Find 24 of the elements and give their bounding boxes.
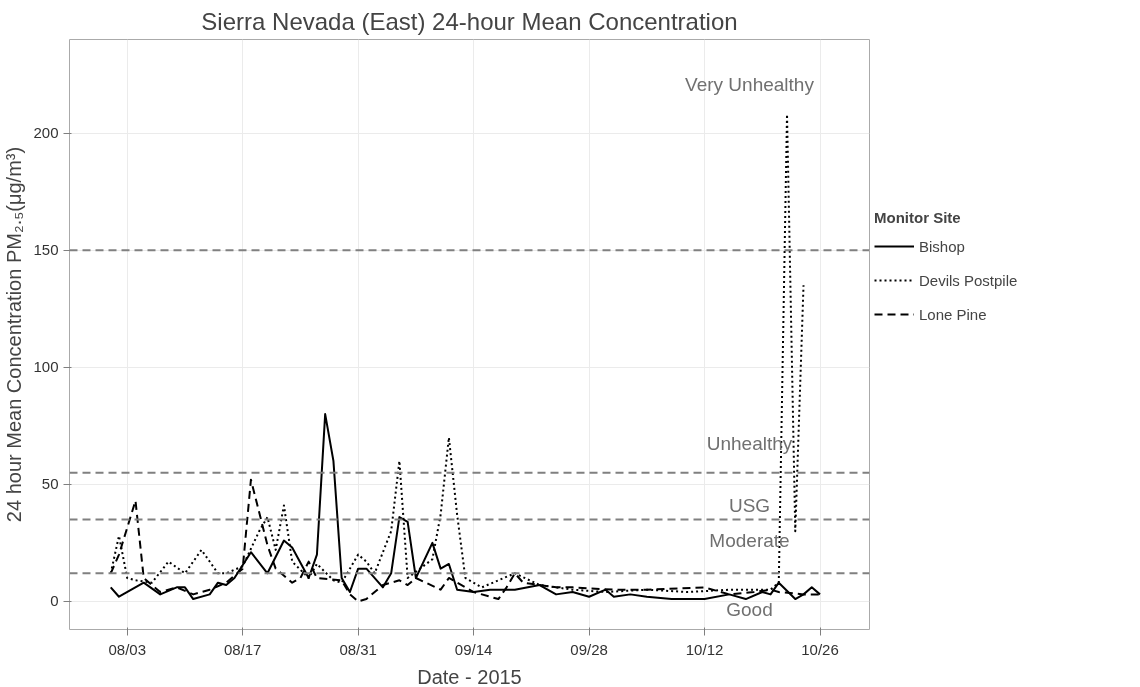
annotation: Unhealthy [706,433,793,454]
chart-title: Sierra Nevada (East) 24-hour Mean Concentration [201,7,738,35]
y-tick-label: 150 [33,241,59,259]
x-tick-label: 08/03 [108,640,147,658]
y-axis-title: 24 hour Mean Concentration PM₂.₅(μg/m³) [3,146,26,523]
x-axis-title: Date - 2015 [417,665,522,687]
x-tick-label: 10/12 [685,640,724,658]
y-tick-label: 50 [41,475,59,493]
y-tick-label: 100 [33,358,59,376]
x-tick-label: 10/26 [801,640,839,658]
legend-label: Lone Pine [919,305,987,323]
annotation: Good [726,599,773,620]
legend-label: Devils Postpile [919,271,1018,289]
legend-label: Bishop [919,237,965,255]
x-tick-label: 08/31 [339,640,377,658]
annotation: Very Unhealthy [685,74,815,95]
y-tick-label: 200 [33,124,59,142]
annotation: Moderate [709,530,790,551]
legend-title: Monitor Site [874,209,962,226]
x-tick-label: 09/28 [570,640,608,658]
y-tick-label: 0 [50,592,59,610]
x-tick-label: 08/17 [223,640,262,658]
annotation: USG [728,495,771,516]
x-tick-label: 09/14 [454,640,493,658]
